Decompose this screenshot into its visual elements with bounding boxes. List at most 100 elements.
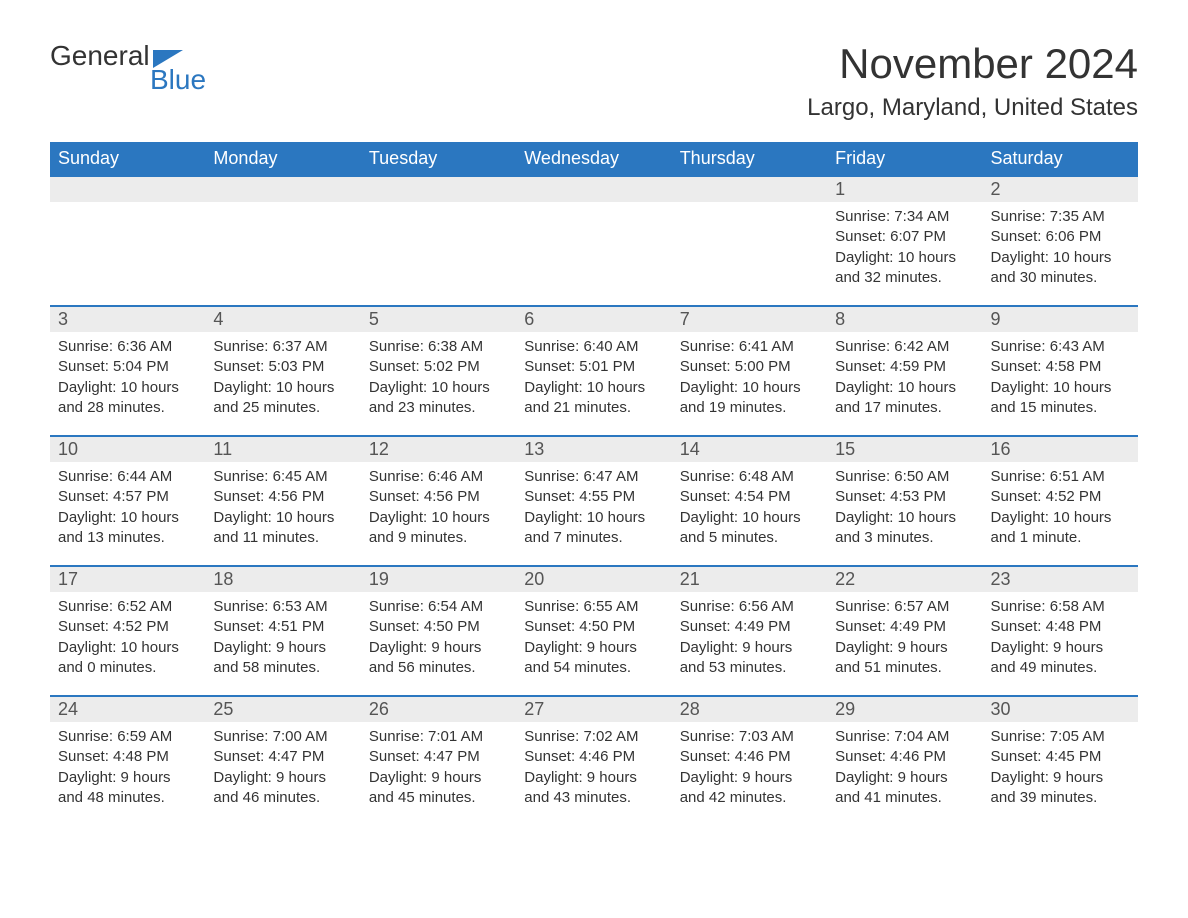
day-body: Sunrise: 6:43 AMSunset: 4:58 PMDaylight:… [983, 332, 1138, 426]
day-body: Sunrise: 6:56 AMSunset: 4:49 PMDaylight:… [672, 592, 827, 686]
day-body: Sunrise: 6:59 AMSunset: 4:48 PMDaylight:… [50, 722, 205, 816]
calendar-cell: 20Sunrise: 6:55 AMSunset: 4:50 PMDayligh… [516, 566, 671, 696]
daylight-text: Daylight: 9 hours and 56 minutes. [369, 638, 508, 679]
sunset-text: Sunset: 5:03 PM [213, 357, 352, 377]
day-header: Sunday [50, 142, 205, 176]
day-body: Sunrise: 7:05 AMSunset: 4:45 PMDaylight:… [983, 722, 1138, 816]
logo-text-general: General [50, 40, 150, 72]
daylight-text: Daylight: 9 hours and 39 minutes. [991, 768, 1130, 809]
sunrise-text: Sunrise: 6:50 AM [835, 467, 974, 487]
day-number: 5 [361, 307, 516, 332]
sunset-text: Sunset: 4:56 PM [213, 487, 352, 507]
calendar-cell [516, 176, 671, 306]
day-number: 10 [50, 437, 205, 462]
day-body: Sunrise: 6:45 AMSunset: 4:56 PMDaylight:… [205, 462, 360, 556]
daylight-text: Daylight: 10 hours and 28 minutes. [58, 378, 197, 419]
sunset-text: Sunset: 4:50 PM [524, 617, 663, 637]
sunrise-text: Sunrise: 6:53 AM [213, 597, 352, 617]
sunset-text: Sunset: 4:49 PM [680, 617, 819, 637]
daylight-text: Daylight: 9 hours and 51 minutes. [835, 638, 974, 679]
day-body: Sunrise: 7:01 AMSunset: 4:47 PMDaylight:… [361, 722, 516, 816]
day-body: Sunrise: 7:34 AMSunset: 6:07 PMDaylight:… [827, 202, 982, 296]
calendar-cell: 17Sunrise: 6:52 AMSunset: 4:52 PMDayligh… [50, 566, 205, 696]
sunrise-text: Sunrise: 6:48 AM [680, 467, 819, 487]
calendar-week: 1Sunrise: 7:34 AMSunset: 6:07 PMDaylight… [50, 176, 1138, 306]
day-body: Sunrise: 6:52 AMSunset: 4:52 PMDaylight:… [50, 592, 205, 686]
sunset-text: Sunset: 4:54 PM [680, 487, 819, 507]
day-number: 13 [516, 437, 671, 462]
daylight-text: Daylight: 10 hours and 13 minutes. [58, 508, 197, 549]
sunrise-text: Sunrise: 7:01 AM [369, 727, 508, 747]
sunset-text: Sunset: 4:55 PM [524, 487, 663, 507]
sunrise-text: Sunrise: 6:40 AM [524, 337, 663, 357]
sunrise-text: Sunrise: 6:57 AM [835, 597, 974, 617]
header: General Blue November 2024 Largo, Maryla… [50, 40, 1138, 122]
day-body: Sunrise: 6:51 AMSunset: 4:52 PMDaylight:… [983, 462, 1138, 556]
daylight-text: Daylight: 10 hours and 30 minutes. [991, 248, 1130, 289]
day-number: 15 [827, 437, 982, 462]
day-number: 2 [983, 177, 1138, 202]
day-number: 8 [827, 307, 982, 332]
sunset-text: Sunset: 5:04 PM [58, 357, 197, 377]
daylight-text: Daylight: 10 hours and 0 minutes. [58, 638, 197, 679]
sunset-text: Sunset: 5:01 PM [524, 357, 663, 377]
sunrise-text: Sunrise: 6:38 AM [369, 337, 508, 357]
day-body: Sunrise: 6:44 AMSunset: 4:57 PMDaylight:… [50, 462, 205, 556]
sunset-text: Sunset: 4:58 PM [991, 357, 1130, 377]
sunrise-text: Sunrise: 6:56 AM [680, 597, 819, 617]
daylight-text: Daylight: 9 hours and 54 minutes. [524, 638, 663, 679]
day-number: 1 [827, 177, 982, 202]
sunset-text: Sunset: 4:51 PM [213, 617, 352, 637]
day-number-empty [50, 177, 205, 202]
daylight-text: Daylight: 10 hours and 25 minutes. [213, 378, 352, 419]
day-number: 20 [516, 567, 671, 592]
daylight-text: Daylight: 10 hours and 15 minutes. [991, 378, 1130, 419]
sunrise-text: Sunrise: 6:47 AM [524, 467, 663, 487]
calendar-cell: 22Sunrise: 6:57 AMSunset: 4:49 PMDayligh… [827, 566, 982, 696]
day-header: Wednesday [516, 142, 671, 176]
day-header: Monday [205, 142, 360, 176]
calendar-cell: 21Sunrise: 6:56 AMSunset: 4:49 PMDayligh… [672, 566, 827, 696]
sunrise-text: Sunrise: 7:35 AM [991, 207, 1130, 227]
calendar-cell: 23Sunrise: 6:58 AMSunset: 4:48 PMDayligh… [983, 566, 1138, 696]
day-number: 21 [672, 567, 827, 592]
daylight-text: Daylight: 10 hours and 23 minutes. [369, 378, 508, 419]
day-body: Sunrise: 6:36 AMSunset: 5:04 PMDaylight:… [50, 332, 205, 426]
sunset-text: Sunset: 4:47 PM [213, 747, 352, 767]
daylight-text: Daylight: 10 hours and 5 minutes. [680, 508, 819, 549]
calendar-cell: 5Sunrise: 6:38 AMSunset: 5:02 PMDaylight… [361, 306, 516, 436]
calendar-cell: 10Sunrise: 6:44 AMSunset: 4:57 PMDayligh… [50, 436, 205, 566]
sunset-text: Sunset: 4:50 PM [369, 617, 508, 637]
calendar-cell: 9Sunrise: 6:43 AMSunset: 4:58 PMDaylight… [983, 306, 1138, 436]
day-number: 26 [361, 697, 516, 722]
sunset-text: Sunset: 4:53 PM [835, 487, 974, 507]
day-body: Sunrise: 6:38 AMSunset: 5:02 PMDaylight:… [361, 332, 516, 426]
daylight-text: Daylight: 9 hours and 42 minutes. [680, 768, 819, 809]
day-header: Saturday [983, 142, 1138, 176]
day-body: Sunrise: 6:40 AMSunset: 5:01 PMDaylight:… [516, 332, 671, 426]
daylight-text: Daylight: 9 hours and 49 minutes. [991, 638, 1130, 679]
day-body: Sunrise: 6:53 AMSunset: 4:51 PMDaylight:… [205, 592, 360, 686]
day-body: Sunrise: 7:02 AMSunset: 4:46 PMDaylight:… [516, 722, 671, 816]
day-body: Sunrise: 6:47 AMSunset: 4:55 PMDaylight:… [516, 462, 671, 556]
day-body: Sunrise: 7:04 AMSunset: 4:46 PMDaylight:… [827, 722, 982, 816]
title-block: November 2024 Largo, Maryland, United St… [807, 40, 1138, 122]
day-number: 17 [50, 567, 205, 592]
calendar-cell [205, 176, 360, 306]
day-body: Sunrise: 7:00 AMSunset: 4:47 PMDaylight:… [205, 722, 360, 816]
day-number: 27 [516, 697, 671, 722]
sunrise-text: Sunrise: 6:44 AM [58, 467, 197, 487]
daylight-text: Daylight: 9 hours and 41 minutes. [835, 768, 974, 809]
sunrise-text: Sunrise: 6:37 AM [213, 337, 352, 357]
day-number: 18 [205, 567, 360, 592]
daylight-text: Daylight: 9 hours and 43 minutes. [524, 768, 663, 809]
sunset-text: Sunset: 6:07 PM [835, 227, 974, 247]
day-number: 30 [983, 697, 1138, 722]
calendar-week: 17Sunrise: 6:52 AMSunset: 4:52 PMDayligh… [50, 566, 1138, 696]
daylight-text: Daylight: 10 hours and 32 minutes. [835, 248, 974, 289]
calendar-cell: 8Sunrise: 6:42 AMSunset: 4:59 PMDaylight… [827, 306, 982, 436]
day-number: 25 [205, 697, 360, 722]
calendar-cell: 6Sunrise: 6:40 AMSunset: 5:01 PMDaylight… [516, 306, 671, 436]
sunset-text: Sunset: 4:56 PM [369, 487, 508, 507]
day-number: 19 [361, 567, 516, 592]
